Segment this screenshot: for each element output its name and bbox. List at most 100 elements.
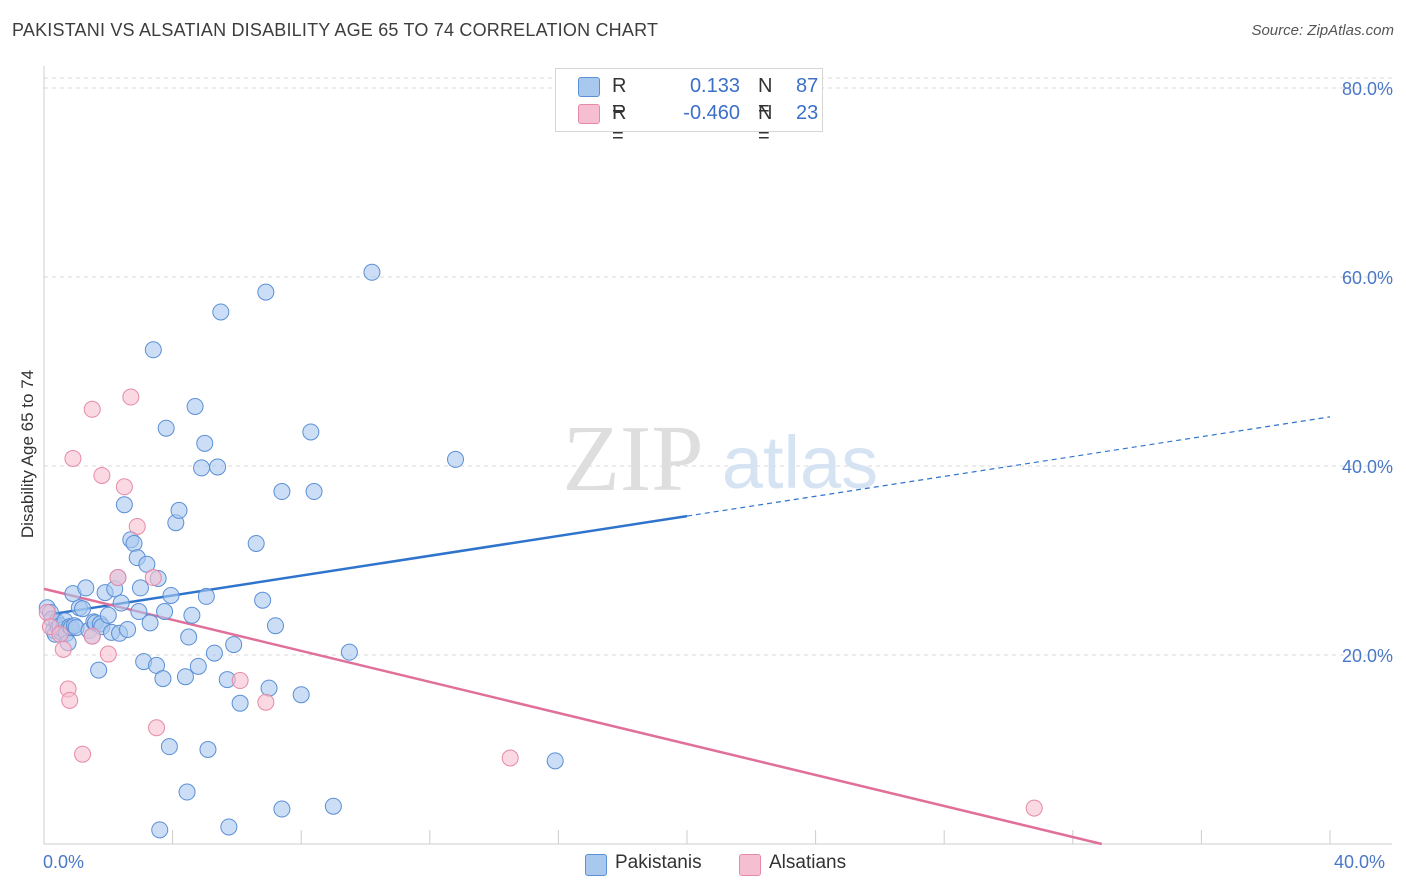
data-point-alsatian: [61, 691, 79, 709]
data-point-pakistani: [180, 628, 198, 646]
data-point-pakistani: [183, 606, 201, 624]
watermark-zip: ZIP: [563, 407, 704, 511]
legend-swatch-pink: [739, 854, 761, 876]
trendline-pakistanis-extrapolated: [686, 416, 1331, 517]
y-axis-label: Disability Age 65 to 74: [18, 369, 37, 539]
data-point-pakistani: [231, 694, 249, 712]
data-point-alsatian: [64, 449, 82, 467]
legend-n-label: N =: [758, 75, 773, 120]
data-point-pakistani: [115, 496, 133, 514]
data-point-pakistani: [162, 586, 180, 604]
watermark: ZIP atlas: [563, 407, 879, 511]
data-point-pakistani: [340, 643, 358, 661]
data-point-pakistani: [266, 617, 284, 635]
trendlines: [43, 416, 1331, 846]
data-point-pakistani: [205, 644, 223, 662]
legend-r-value: -0.460: [683, 102, 740, 124]
data-point-pakistani: [220, 818, 238, 836]
data-point-pakistani: [199, 741, 217, 758]
y-tick-label: 20.0%: [1342, 646, 1393, 666]
legend-swatch-blue: [578, 77, 600, 97]
data-point-pakistani: [363, 263, 381, 281]
axes: [43, 66, 1392, 845]
data-point-alsatian: [231, 672, 249, 690]
data-point-pakistani: [209, 458, 227, 476]
legend-n-value: 23: [796, 102, 819, 124]
data-point-alsatian: [99, 645, 117, 663]
data-point-alsatian: [257, 693, 275, 711]
data-point-pakistani: [119, 620, 137, 638]
data-point-pakistani: [247, 534, 265, 552]
data-point-alsatian: [51, 625, 69, 643]
data-point-pakistani: [257, 283, 275, 301]
y-tick-label: 80.0%: [1342, 79, 1393, 99]
data-point-alsatian: [122, 388, 140, 406]
data-point-pakistani: [254, 591, 272, 609]
data-point-pakistani: [189, 657, 207, 675]
gridlines: [44, 77, 1392, 656]
data-point-pakistani: [157, 419, 175, 437]
legend-r-label: R =: [612, 75, 627, 120]
chart-source: Source: ZipAtlas.com: [1251, 22, 1394, 39]
series-pakistanis: [38, 263, 564, 839]
data-point-pakistani: [154, 670, 172, 688]
y-tick-labels: 20.0% 40.0% 60.0% 80.0%: [1342, 79, 1393, 666]
data-point-pakistani: [170, 501, 188, 519]
data-point-pakistani: [125, 534, 143, 552]
data-point-pakistani: [447, 450, 465, 468]
data-point-alsatian: [148, 719, 166, 737]
correlation-legend: R = 0.133 N = 87 R = -0.460 N = 23: [555, 68, 823, 147]
data-point-alsatian: [38, 603, 56, 621]
data-point-alsatian: [501, 749, 519, 767]
data-point-pakistani: [305, 483, 323, 501]
data-point-alsatian: [83, 627, 101, 645]
legend-n-value: 87: [796, 75, 819, 97]
data-point-alsatian: [83, 400, 101, 418]
data-point-pakistani: [324, 797, 342, 815]
trendline-alsatians: [43, 587, 1103, 846]
data-point-pakistani: [77, 579, 95, 597]
legend-n-label: N =: [758, 102, 773, 147]
data-point-pakistani: [193, 459, 211, 477]
data-point-pakistani: [546, 752, 564, 770]
trendline-pakistanis: [43, 514, 688, 617]
chart-title: PAKISTANI VS ALSATIAN DISABILITY AGE 65 …: [12, 20, 659, 40]
data-point-alsatian: [93, 466, 111, 484]
data-point-alsatian: [128, 517, 146, 535]
x-tick-label-min: 0.0%: [43, 852, 85, 872]
data-point-pakistani: [99, 606, 117, 624]
data-point-pakistani: [186, 397, 204, 415]
y-tick-label: 40.0%: [1342, 457, 1393, 477]
data-point-pakistani: [225, 636, 243, 654]
legend-swatch-pink: [578, 104, 600, 124]
data-point-alsatian: [109, 569, 127, 587]
legend-label-alsatians: Alsatians: [769, 852, 847, 873]
data-point-pakistani: [302, 423, 320, 441]
x-tick-label-max: 40.0%: [1334, 852, 1386, 872]
data-point-alsatian: [115, 478, 133, 496]
data-point-alsatian: [54, 640, 72, 658]
data-point-pakistani: [156, 603, 174, 621]
data-point-pakistani: [273, 800, 291, 818]
data-point-pakistani: [273, 483, 291, 501]
data-point-pakistani: [141, 614, 159, 632]
data-point-pakistani: [178, 783, 196, 801]
y-tick-label: 60.0%: [1342, 268, 1393, 288]
legend-r-value: 0.133: [689, 75, 740, 97]
data-point-pakistani: [197, 587, 215, 605]
data-point-pakistani: [160, 738, 178, 756]
series-alsatians: [38, 388, 1043, 817]
data-point-pakistani: [260, 679, 278, 697]
data-point-pakistani: [212, 303, 230, 321]
data-point-alsatian: [74, 745, 92, 763]
data-point-pakistani: [90, 661, 108, 679]
data-point-pakistani: [176, 668, 194, 686]
data-point-pakistani: [292, 686, 310, 704]
data-point-pakistani: [112, 594, 130, 612]
legend-label-pakistanis: Pakistanis: [615, 852, 702, 873]
data-point-alsatian: [144, 569, 162, 587]
data-point-pakistani: [130, 603, 148, 621]
data-point-alsatian: [1025, 799, 1043, 817]
data-point-pakistani: [74, 600, 92, 618]
